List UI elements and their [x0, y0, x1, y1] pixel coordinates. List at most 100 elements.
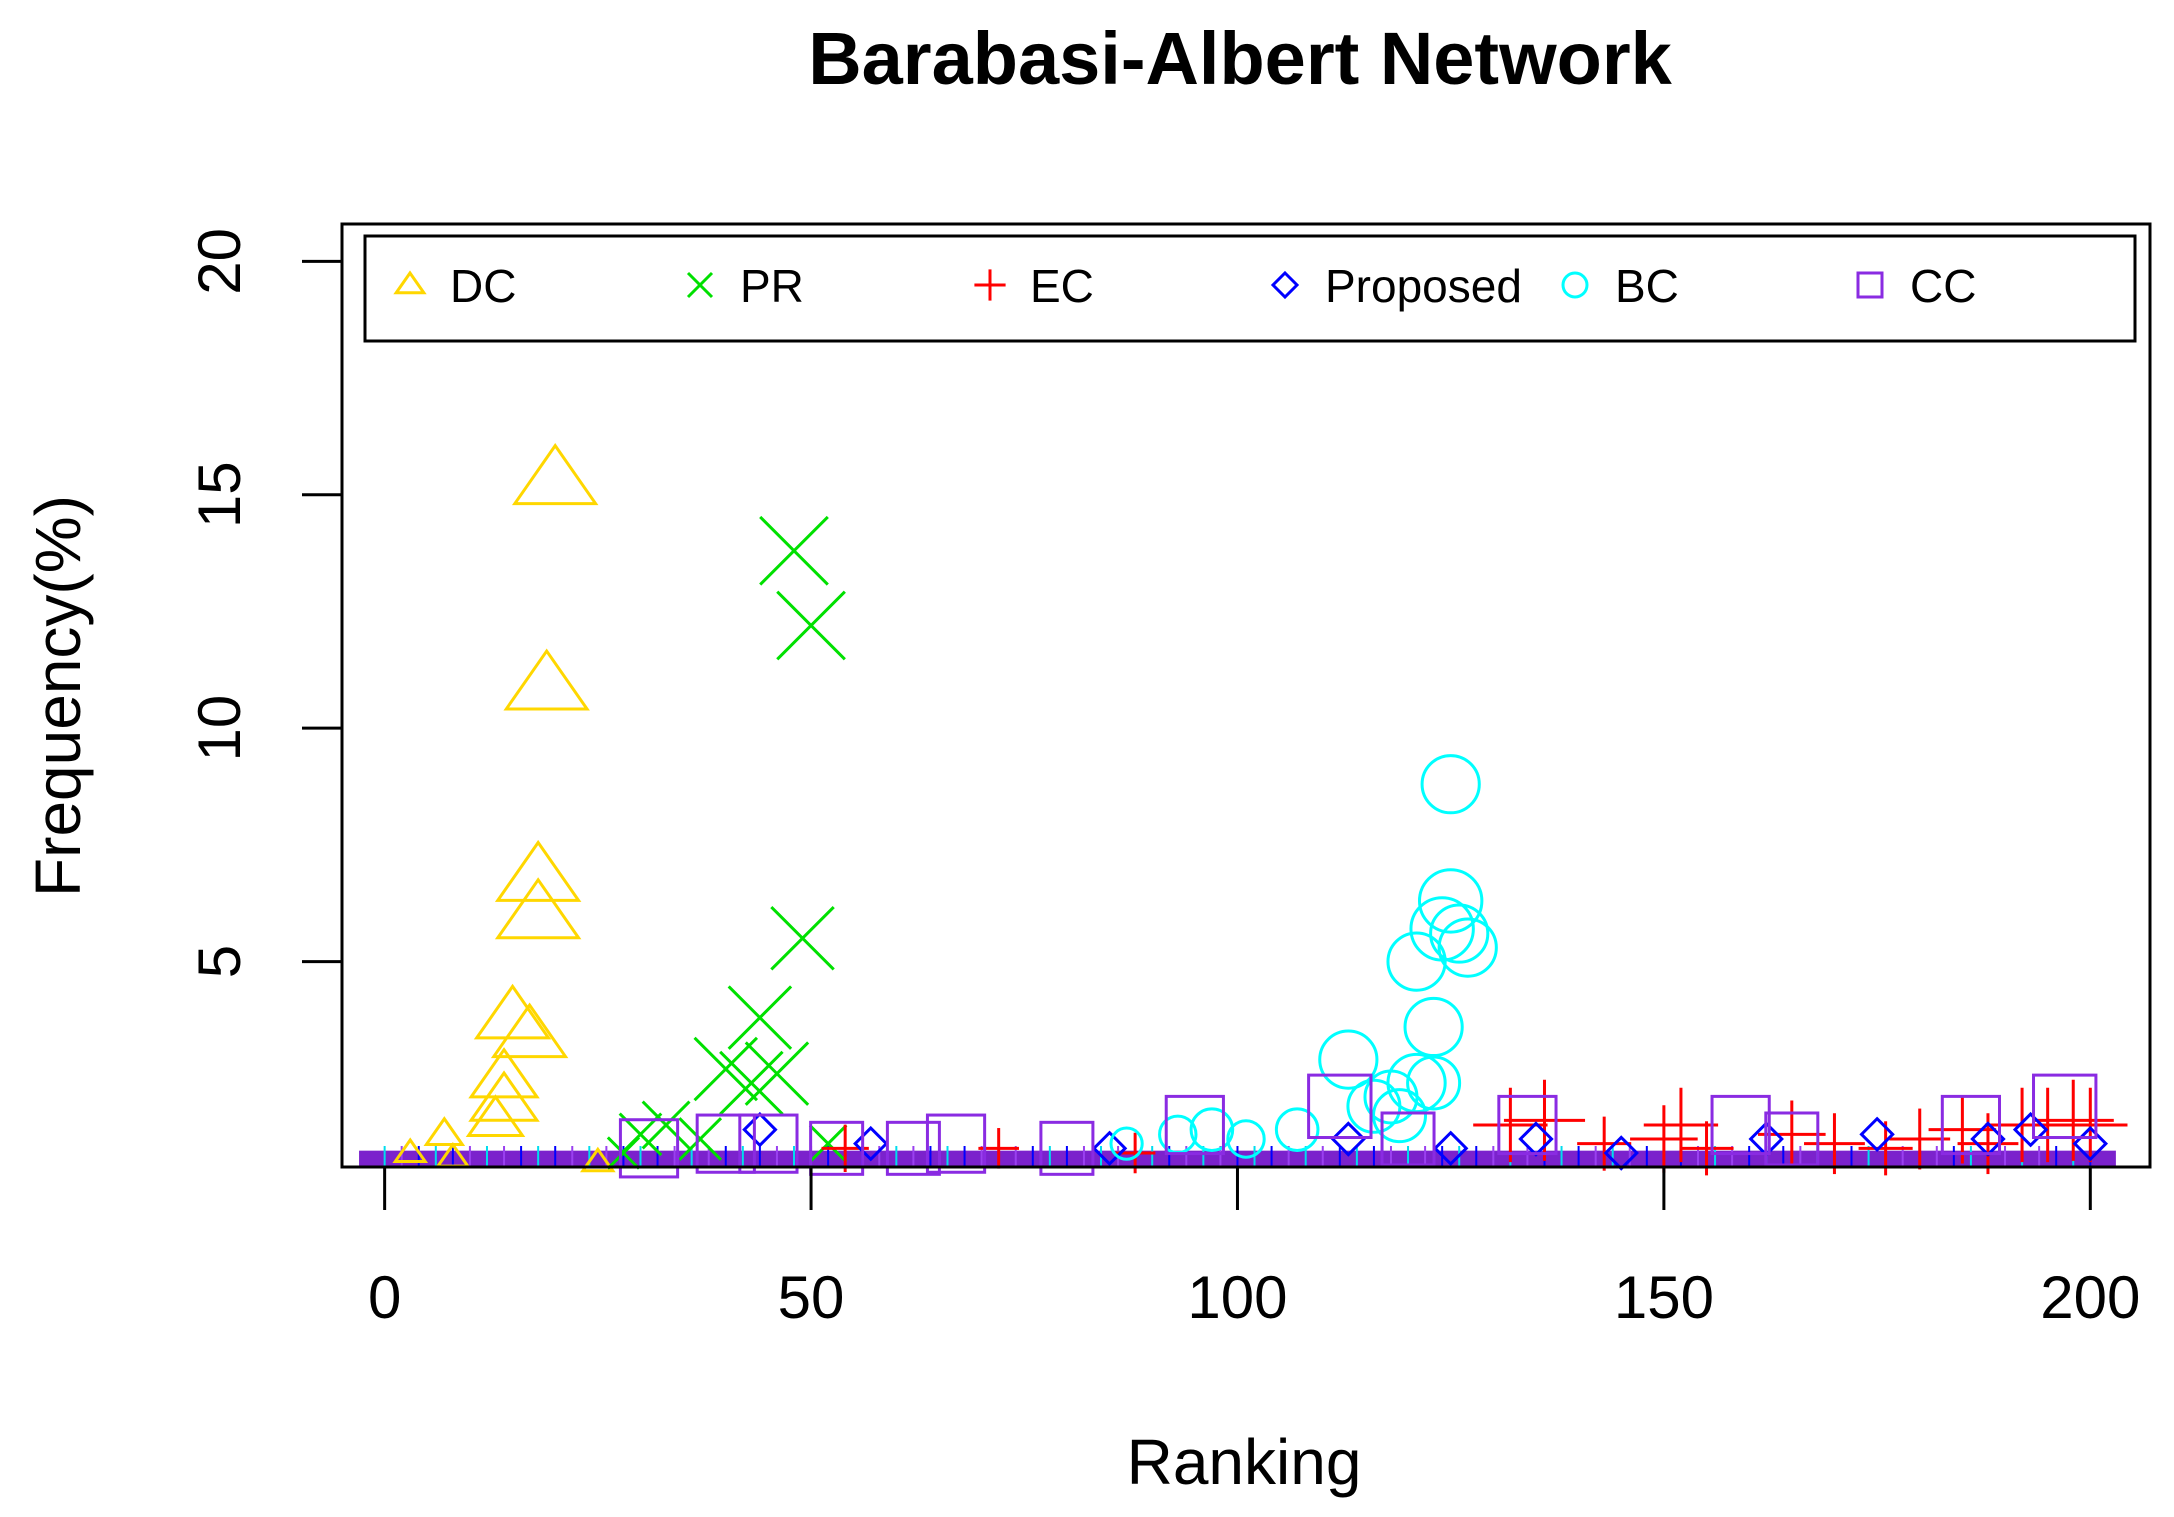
point-bc — [1189, 1107, 1235, 1152]
y-tick-label: 10 — [186, 695, 253, 762]
point-pr — [606, 1136, 641, 1170]
point-pr — [776, 590, 846, 661]
point-cc — [809, 1120, 865, 1176]
point-bc — [1226, 1119, 1266, 1159]
chart-title: Barabasi-Albert Network — [808, 17, 1672, 100]
legend-label: BC — [1615, 260, 1679, 312]
point-cc — [695, 1113, 756, 1174]
series-proposed — [742, 1111, 2109, 1171]
point-proposed — [1091, 1130, 1128, 1167]
point-pr — [641, 1100, 691, 1150]
point-bc — [1420, 754, 1481, 815]
point-cc — [925, 1113, 987, 1174]
point-cc — [885, 1120, 941, 1176]
y-tick-label: 5 — [186, 945, 253, 978]
point-bc — [1437, 917, 1498, 978]
point-pr — [727, 985, 793, 1050]
y-tick-label: 15 — [186, 461, 253, 528]
point-pr — [808, 1124, 848, 1163]
legend-box — [363, 234, 2137, 343]
legend-label: Proposed — [1325, 260, 1522, 312]
point-dc — [423, 1116, 466, 1146]
point-ec — [1889, 1108, 1951, 1170]
point-cc — [1940, 1094, 2002, 1156]
point-cc — [1380, 1111, 1436, 1167]
legend-marker-proposed — [1270, 270, 1300, 300]
series-bc — [1109, 754, 1498, 1161]
point-ec — [1503, 1079, 1586, 1161]
point-bc — [1417, 868, 1484, 934]
x-axis-label: Ranking — [1127, 1426, 1362, 1498]
y-axis: 5 10 15 20 — [186, 228, 344, 978]
point-dc — [580, 1146, 616, 1173]
point-proposed — [1859, 1116, 1895, 1153]
point-cc — [1307, 1073, 1373, 1140]
point-ec — [1577, 1116, 1632, 1171]
legend: DC PR EC Proposed BC CC — [363, 234, 2137, 343]
point-dc — [503, 648, 590, 711]
legend-label: DC — [450, 260, 516, 312]
point-dc — [473, 983, 552, 1040]
legend-item-ec: EC — [974, 260, 1094, 312]
point-bc — [1346, 1078, 1402, 1134]
legend-marker-dc — [393, 270, 427, 295]
point-bc — [1386, 931, 1447, 992]
point-dc — [494, 877, 582, 940]
point-dc — [511, 443, 599, 506]
x-tick-label: 50 — [778, 1264, 845, 1331]
point-dc — [490, 1002, 569, 1059]
legend-label: CC — [1910, 260, 1976, 312]
point-bc — [1318, 1029, 1379, 1090]
point-ec — [1630, 1105, 1698, 1173]
point-pr — [719, 1050, 784, 1116]
point-pr — [770, 905, 835, 971]
point-cc — [1497, 1094, 1558, 1156]
point-proposed — [742, 1111, 778, 1148]
point-dc — [468, 1070, 540, 1122]
y-axis-label: Frequency(%) — [22, 495, 94, 897]
point-dc — [468, 1047, 540, 1099]
point-pr — [678, 1117, 723, 1161]
legend-marker-pr — [686, 271, 714, 299]
point-ec — [2053, 1087, 2128, 1163]
point-proposed — [1518, 1121, 1554, 1157]
legend-item-dc: DC — [393, 260, 516, 312]
point-cc — [1764, 1111, 1820, 1167]
point-dc — [392, 1137, 429, 1163]
point-dc — [494, 839, 582, 902]
legend-marker-cc — [1856, 271, 1884, 299]
point-proposed — [2012, 1111, 2049, 1148]
series-pr — [606, 515, 848, 1170]
series-cc — [618, 1073, 2098, 1179]
x-tick-label: 100 — [1187, 1264, 1287, 1331]
point-bc — [1429, 903, 1490, 964]
point-bc — [1372, 1088, 1428, 1144]
legend-item-proposed: Proposed — [1270, 260, 1522, 312]
series-dc — [392, 443, 616, 1173]
x-axis: 0 50 100 150 200 — [368, 1165, 2140, 1331]
x-tick-label: 200 — [2040, 1264, 2140, 1331]
point-pr — [693, 1036, 759, 1102]
point-pr — [759, 515, 829, 586]
point-cc — [2032, 1073, 2098, 1140]
legend-marker-bc — [1561, 271, 1589, 299]
point-cc — [1710, 1094, 1771, 1156]
point-dc — [465, 1094, 526, 1138]
x-tick-label: 0 — [368, 1264, 401, 1331]
legend-marker-ec — [974, 269, 1006, 301]
y-tick-label: 20 — [186, 228, 253, 295]
point-cc — [1039, 1120, 1095, 1176]
data-points — [392, 443, 2128, 1179]
point-proposed — [1603, 1135, 1639, 1171]
point-proposed — [1330, 1121, 1367, 1157]
point-bc — [1274, 1107, 1320, 1152]
point-bc — [1109, 1126, 1144, 1161]
point-bc — [1403, 996, 1464, 1058]
legend-item-cc: CC — [1856, 260, 1976, 312]
point-cc — [1164, 1094, 1225, 1156]
legend-item-bc: BC — [1561, 260, 1679, 312]
legend-item-pr: PR — [686, 260, 804, 312]
plot-frame — [340, 222, 2152, 1169]
point-ec — [2032, 1079, 2114, 1161]
